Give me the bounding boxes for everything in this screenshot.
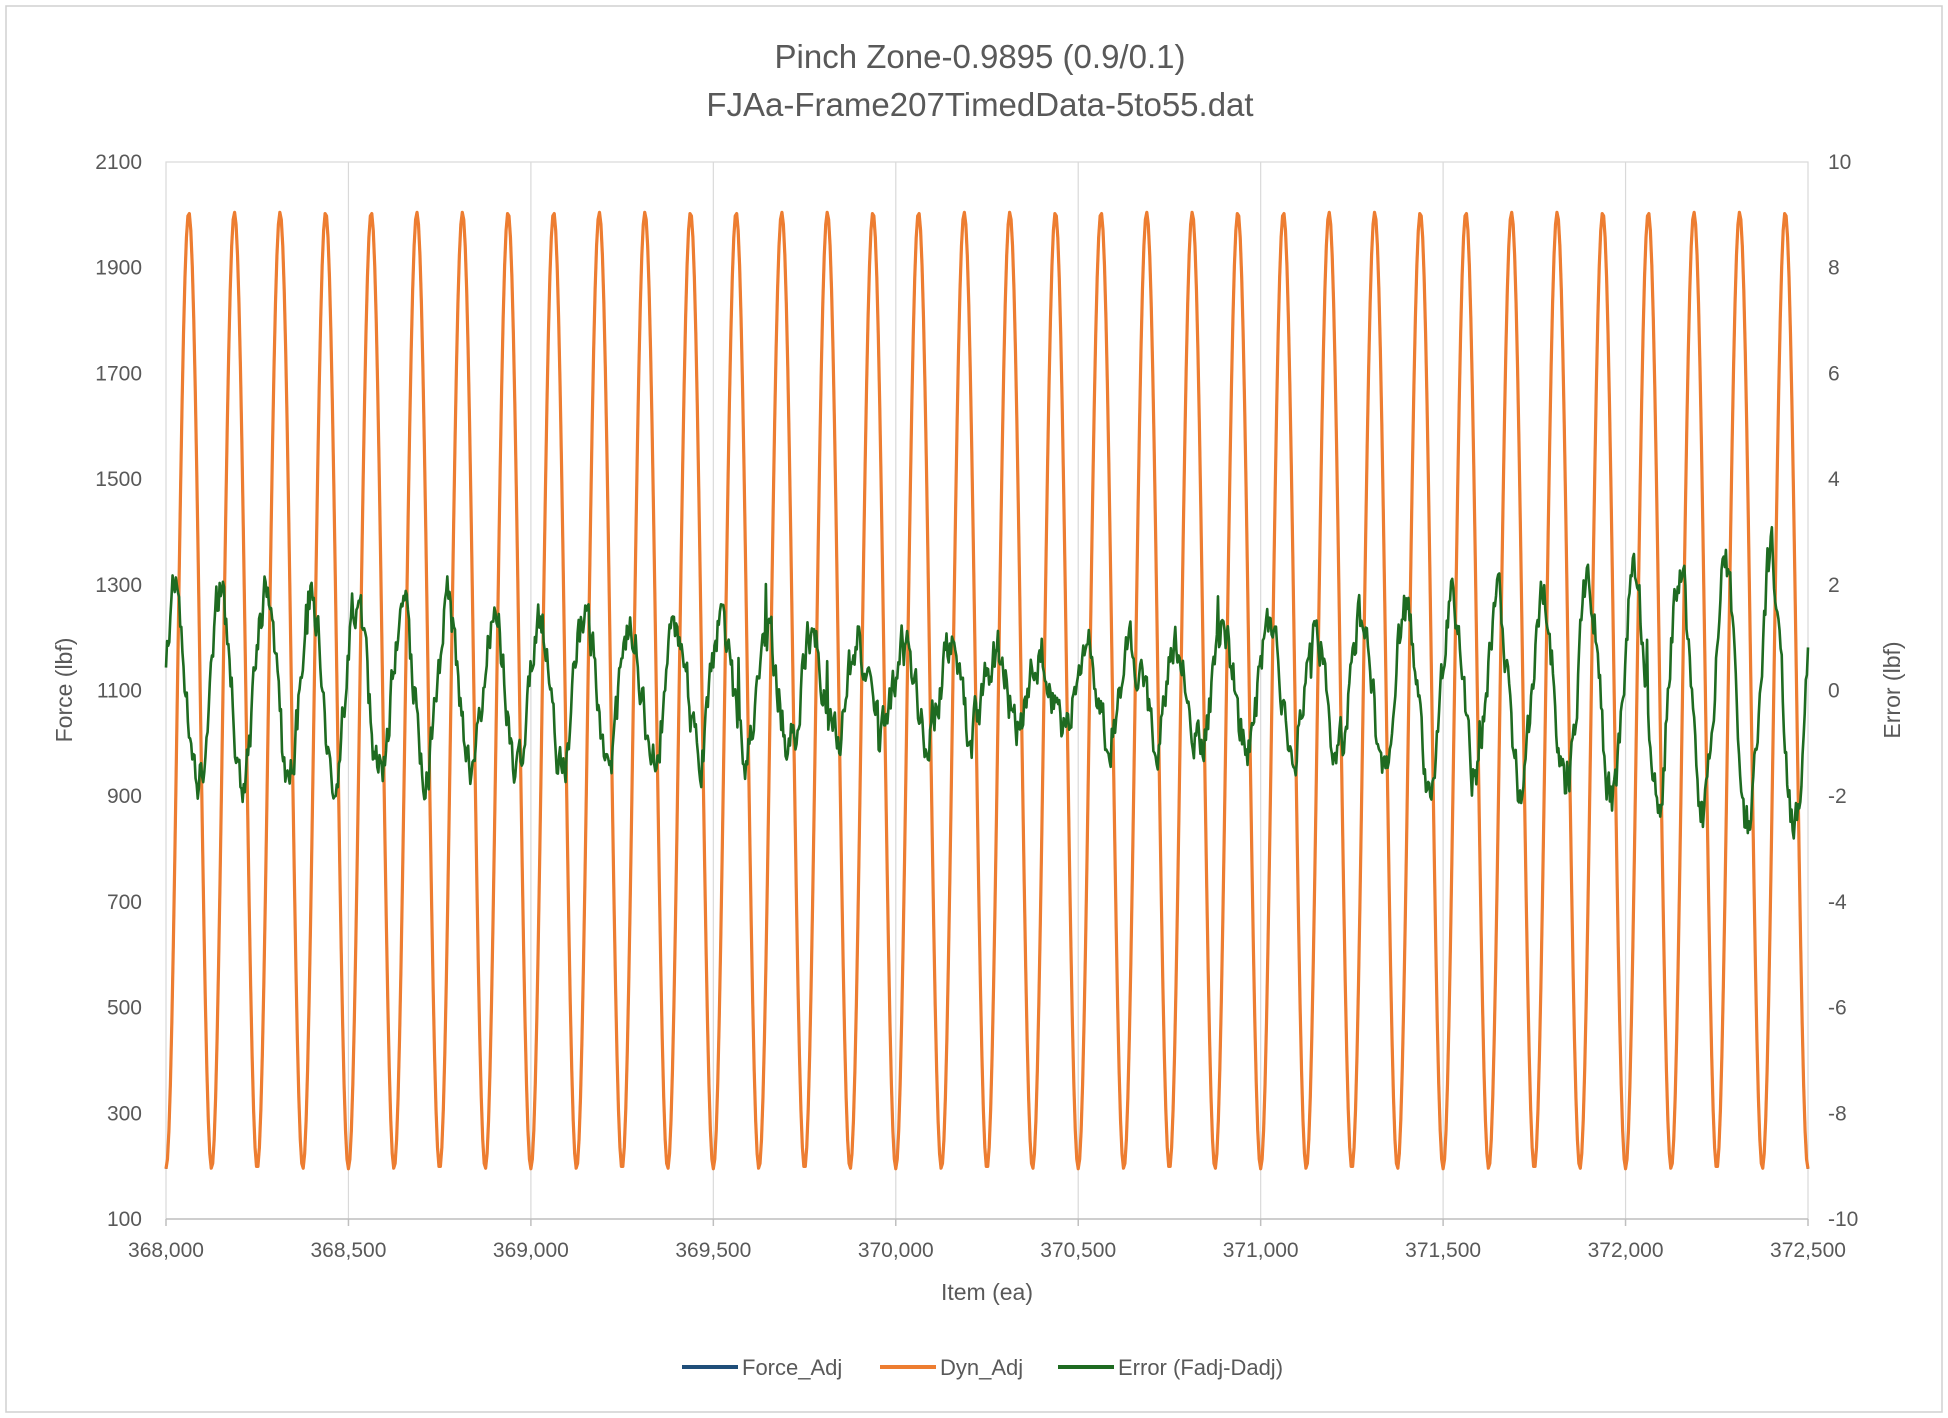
series-layer: [164, 210, 1810, 1171]
x-tick-label: 368,000: [128, 1239, 204, 1262]
y2-tick-label: -10: [1828, 1208, 1858, 1231]
y-tick-label: 700: [107, 891, 142, 914]
y2-tick-label: 2: [1828, 574, 1840, 597]
chart-subtitle: FJAa-Frame207TimedData-5to55.dat: [706, 86, 1253, 123]
x-tick-label: 368,500: [310, 1239, 386, 1262]
legend-label-error: Error (Fadj-Dadj): [1118, 1355, 1283, 1380]
x-tick-label: 372,000: [1588, 1239, 1664, 1262]
y-tick-label: 500: [107, 997, 142, 1020]
y2-axis-label: Error (lbf): [1879, 641, 1905, 738]
y-tick-label: 1500: [95, 468, 142, 491]
legend-label-force-adj: Force_Adj: [742, 1355, 842, 1380]
x-tick-label: 370,000: [858, 1239, 934, 1262]
y2-tick-label: -4: [1828, 891, 1847, 914]
x-axis-label: Item (ea): [941, 1279, 1033, 1305]
y2-tick-label: -2: [1828, 785, 1847, 808]
gridlines: [347, 162, 1627, 1219]
y-tick-label: 300: [107, 1102, 142, 1125]
x-tick-label: 371,500: [1405, 1239, 1481, 1262]
x-tick-label: 371,000: [1223, 1239, 1299, 1262]
series-dyn-adj-line: [164, 210, 1810, 1171]
y2-tick-label: 6: [1828, 362, 1840, 385]
y2-tick-label: 8: [1828, 257, 1840, 280]
y2-tick-label: 0: [1828, 680, 1840, 703]
y-tick-label: 2100: [95, 151, 142, 174]
legend: Force_Adj Dyn_Adj Error (Fadj-Dadj): [682, 1355, 1283, 1380]
x-tick-label: 369,500: [675, 1239, 751, 1262]
y-axis-ticks: 100 300 500 700 900 1100 1300 1500 1700 1900 2100: [95, 151, 142, 1231]
y-tick-label: 900: [107, 785, 142, 808]
legend-item-error: Error (Fadj-Dadj): [1058, 1355, 1283, 1380]
y-tick-label: 1900: [95, 257, 142, 280]
y2-tick-label: 10: [1828, 151, 1851, 174]
x-tick-label: 372,500: [1770, 1239, 1846, 1262]
x-axis-ticks: 368,000 368,500 369,000 369,500 370,000 370,5…: [128, 1219, 1846, 1262]
legend-label-dyn-adj: Dyn_Adj: [940, 1355, 1023, 1380]
y-tick-label: 1300: [95, 574, 142, 597]
y2-tick-label: -8: [1828, 1102, 1847, 1125]
x-tick-label: 370,500: [1040, 1239, 1116, 1262]
y-tick-label: 100: [107, 1208, 142, 1231]
y-axis-label: Force (lbf): [51, 638, 77, 743]
y-tick-label: 1100: [97, 680, 142, 703]
y2-axis-ticks: -10 -8 -6 -4 -2 0 2 4 6 8 10: [1828, 151, 1858, 1231]
y-tick-label: 1700: [95, 362, 142, 385]
x-tick-label: 369,000: [493, 1239, 569, 1262]
series-error-line: [164, 525, 1810, 840]
legend-item-force-adj: Force_Adj: [682, 1355, 842, 1380]
legend-item-dyn-adj: Dyn_Adj: [880, 1355, 1023, 1380]
y2-tick-label: 4: [1828, 468, 1840, 491]
y2-tick-label: -6: [1828, 997, 1847, 1020]
chart-title: Pinch Zone-0.9895 (0.9/0.1): [775, 38, 1186, 75]
